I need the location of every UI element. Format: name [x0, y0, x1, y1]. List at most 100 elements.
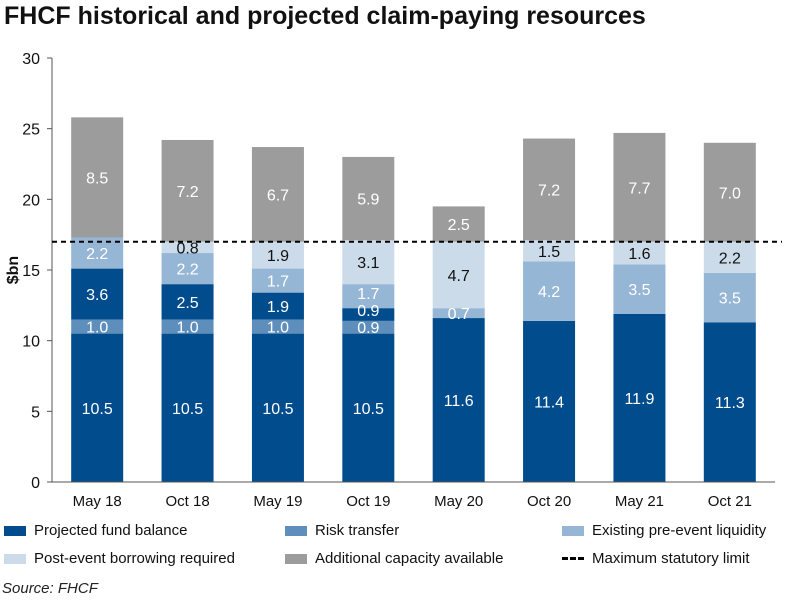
bar-segment-risk [71, 319, 124, 334]
data-label: 11.3 [715, 395, 745, 412]
data-label: 1.5 [538, 244, 560, 261]
bar-segment-add [703, 142, 756, 242]
legend-swatch [285, 553, 307, 564]
data-label: 2.5 [448, 217, 470, 234]
legend-item-statutory-limit: Maximum statutory limit [562, 550, 750, 567]
data-label: 11.4 [534, 394, 564, 411]
x-tick-label: Oct 21 [708, 493, 752, 510]
data-label: 4.7 [448, 268, 470, 285]
bar-segment-fund [613, 313, 666, 482]
bar-segment-post [703, 241, 756, 273]
legend-swatch [562, 525, 584, 536]
data-label: 7.2 [176, 184, 198, 201]
data-label: 10.5 [353, 401, 384, 418]
data-label: 3.1 [357, 255, 379, 272]
x-tick-label: Oct 18 [165, 493, 209, 510]
x-tick-label: Oct 20 [527, 493, 571, 510]
bar-segment-post [613, 241, 666, 265]
bar-segment-add [523, 138, 576, 241]
bar-segment-add [342, 156, 395, 241]
chart-title: FHCF historical and projected claim-payi… [4, 2, 646, 30]
data-label: 10.5 [262, 401, 293, 418]
bar-segment-fund [71, 268, 124, 320]
data-label: 1.0 [267, 320, 289, 337]
data-label: 1.9 [267, 299, 289, 316]
bar-segment-liq [523, 261, 576, 321]
bar-segment-liq [342, 284, 395, 309]
data-label: 3.5 [719, 291, 741, 308]
data-label: 0.9 [357, 320, 379, 337]
legend-item-additional-capacity: Additional capacity available [285, 550, 503, 567]
bar-segment-add [613, 132, 666, 242]
y-tick-label: 30 [22, 51, 40, 68]
bar-segment-fund [342, 333, 395, 482]
data-label: 2.5 [176, 295, 198, 312]
data-label: 7.2 [538, 182, 560, 199]
legend-dash [562, 557, 584, 560]
bar-segment-risk [161, 319, 214, 334]
y-axis-label: $bn [5, 256, 22, 284]
bar-segment-liq [432, 308, 485, 319]
data-label: 10.5 [82, 401, 113, 418]
bar-segment-post [523, 240, 576, 262]
data-label: 1.0 [86, 320, 108, 337]
legend-label: Existing pre-event liquidity [592, 522, 767, 539]
bar-segment-risk [342, 320, 395, 334]
bar-segment-fund [432, 318, 485, 482]
data-label: 1.0 [176, 320, 198, 337]
bar-segment-fund [342, 308, 395, 321]
data-label: 5.9 [357, 192, 379, 209]
bar-segment-fund [703, 322, 756, 482]
bar-segment-post [342, 240, 395, 285]
bar-segment-fund [251, 333, 304, 482]
data-label: 11.9 [624, 391, 654, 408]
bar-segment-post [432, 241, 485, 309]
x-tick-label: Oct 19 [346, 493, 390, 510]
bar-segment-post [251, 241, 304, 269]
legend-item-projected-fund-balance: Projected fund balance [4, 522, 187, 539]
legend-label: Risk transfer [315, 522, 400, 539]
bar-segment-liq [703, 272, 756, 323]
data-label: 7.7 [628, 180, 650, 197]
legend-item-post-event-borrowing: Post-event borrowing required [4, 550, 235, 567]
bar-segment-add [71, 117, 124, 238]
legend-label: Post-event borrowing required [34, 550, 235, 567]
bar-segment-fund [71, 333, 124, 482]
data-label: 1.7 [357, 286, 379, 303]
y-tick-label: 0 [31, 475, 40, 492]
data-label: 2.2 [719, 250, 741, 267]
bar-segment-liq [251, 268, 304, 293]
legend-label: Projected fund balance [34, 522, 188, 539]
data-label: 1.9 [267, 248, 289, 265]
bar-segment-fund [161, 333, 214, 482]
data-label: 3.5 [628, 282, 650, 299]
data-label: 8.5 [86, 170, 108, 187]
bar-segment-liq [161, 253, 214, 285]
bar-segment-liq [613, 264, 666, 314]
x-tick-label: May 18 [73, 493, 122, 510]
bar-segment-fund [251, 292, 304, 320]
bar-segment-add [161, 139, 214, 242]
data-label: 4.2 [538, 284, 560, 301]
x-tick-label: May 21 [615, 493, 664, 510]
data-label: 0.7 [448, 306, 470, 323]
data-label: 2.2 [176, 262, 198, 279]
bar-segment-add [432, 206, 485, 242]
y-tick-label: 5 [31, 404, 40, 421]
x-tick-label: May 19 [253, 493, 302, 510]
stacked-bar-chart: 0 5 10 15 20 25 30 $bn 10.5 1.0 3.6 2.2 8.5 May 18 10.… [5, 51, 782, 510]
legend-swatch [4, 553, 26, 564]
bar-segment-fund [161, 284, 214, 320]
y-tick-label: 10 [22, 334, 40, 351]
legend-item-risk-transfer: Risk transfer [285, 522, 399, 539]
data-label: 1.6 [628, 246, 650, 263]
legend-swatch [285, 525, 307, 536]
legend-label: Additional capacity available [315, 550, 504, 567]
data-label: 10.5 [172, 401, 203, 418]
x-tick-label: May 20 [434, 493, 483, 510]
bar-segment-post [161, 241, 214, 254]
data-label: 2.2 [86, 246, 108, 263]
y-tick-label: 25 [22, 122, 40, 139]
data-label: 3.6 [86, 287, 108, 304]
